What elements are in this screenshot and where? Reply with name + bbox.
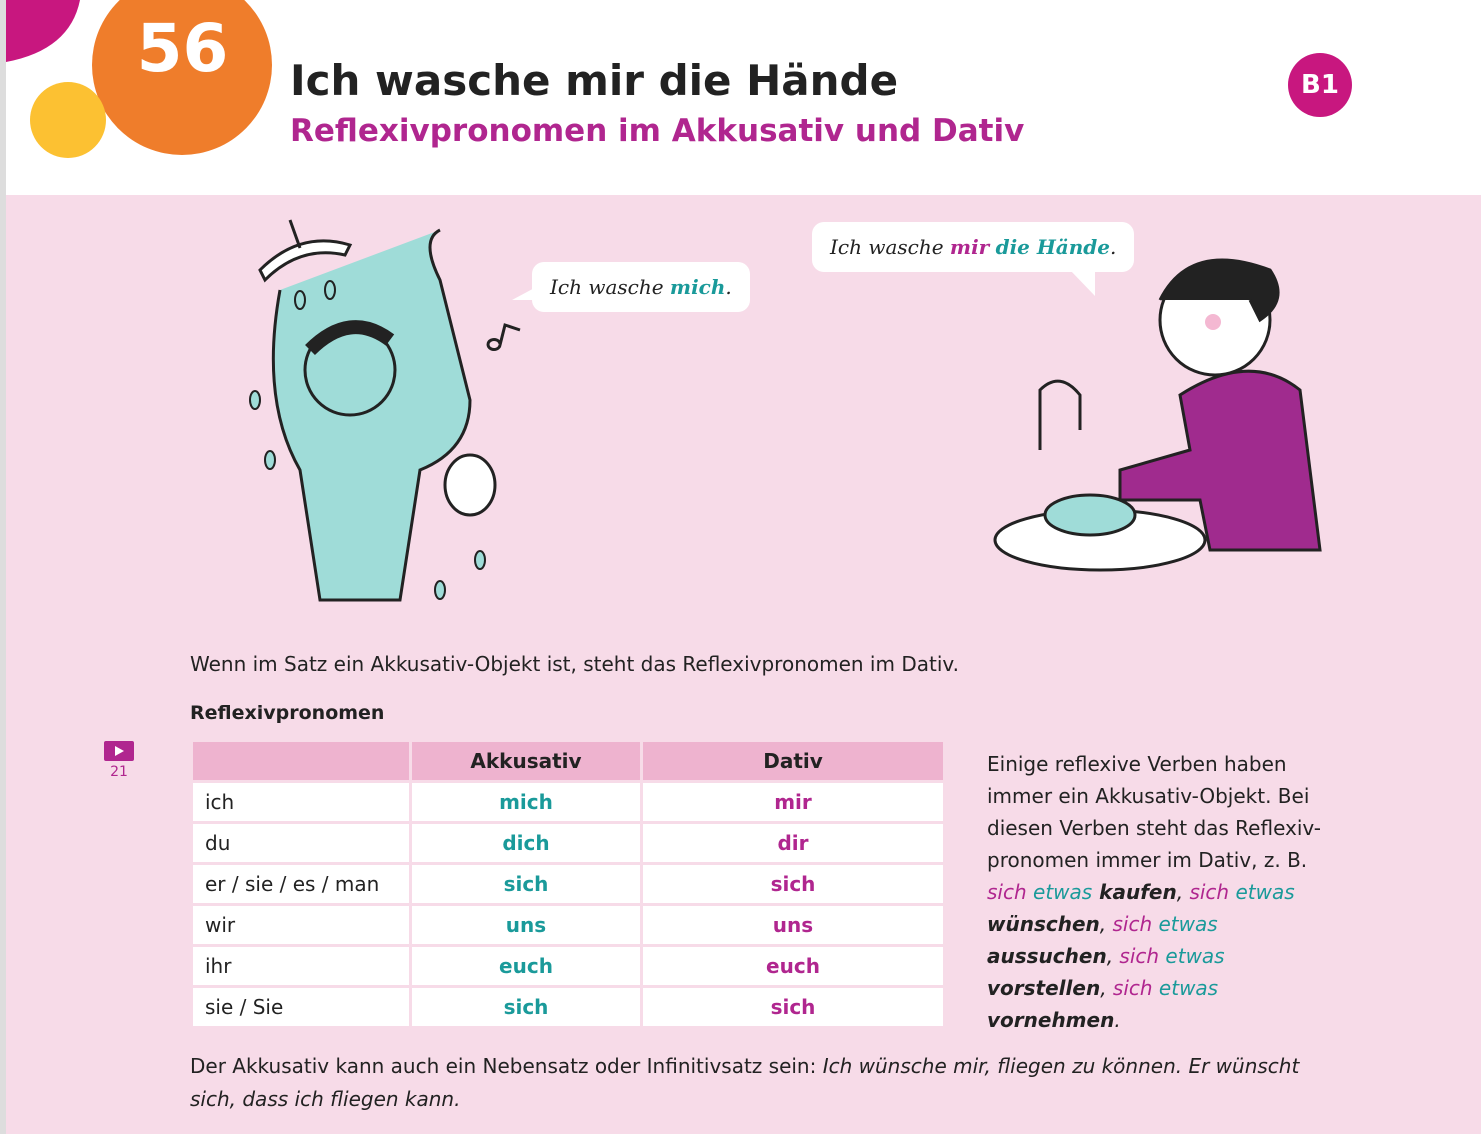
rule-text: Wenn im Satz ein Akkusativ-Objekt ist, s… (190, 652, 960, 676)
pronoun: wir (190, 903, 412, 947)
pronoun: sie / Sie (190, 985, 412, 1029)
table-row: ich mich mir (190, 780, 946, 824)
accusative: mich (409, 780, 643, 824)
text-segment: etwas (1229, 880, 1295, 904)
text-segment: wünschen (987, 880, 1302, 936)
pronoun: er / sie / es / man (190, 862, 412, 906)
text-segment: die Hände (995, 235, 1110, 259)
text-segment: , (1099, 912, 1113, 936)
text-segment: sich (1189, 880, 1230, 904)
pronoun: ihr (190, 944, 412, 988)
text-segment: aussuchen (987, 912, 1225, 968)
text-segment: Der Akkusativ kann auch ein Nebensatz od… (190, 1054, 823, 1078)
text-segment: vorstellen (987, 944, 1232, 1000)
side-note: Einige reflexive Verben haben immer ein … (987, 748, 1322, 1036)
text-segment: Einige reflexive Verben haben immer ein … (987, 752, 1321, 872)
text-segment: sich (1112, 912, 1153, 936)
accusative: dich (409, 821, 643, 865)
dative: sich (640, 862, 946, 906)
text-segment: mir (949, 235, 990, 259)
table-row: er / sie / es / man sich sich (190, 862, 946, 906)
pronoun: ich (190, 780, 412, 824)
text-segment: kaufen (1092, 880, 1177, 904)
unit-number: 56 (136, 10, 229, 87)
video-number: 21 (110, 764, 128, 780)
subtitle: Reflexivpronomen im Akkusativ und Dativ (290, 113, 1025, 149)
text-segment: . (1109, 235, 1117, 259)
text-segment: vornehmen (987, 976, 1226, 1032)
header-row: Akkusativ Dativ (190, 739, 946, 783)
text-segment: sich (987, 880, 1027, 904)
text-segment: etwas (1159, 944, 1225, 968)
text-segment: etwas (1152, 976, 1219, 1000)
empty-header (190, 739, 412, 783)
text-segment: , (1106, 944, 1120, 968)
text-segment: etwas (1026, 880, 1093, 904)
pronoun-table: Akkusativ Dativ ich mich mir du dich dir er / … (190, 739, 946, 1029)
table-row: du dich dir (190, 821, 946, 865)
table-row: wir uns uns (190, 903, 946, 947)
accusative: sich (409, 985, 643, 1029)
text-segment: mich (669, 275, 726, 299)
column-header: Dativ (640, 739, 946, 783)
text-segment: Ich wünsche mir, fliegen zu können. Er w… (190, 1054, 1306, 1111)
text-segment: . (725, 275, 732, 299)
level-badge: B1 (1288, 53, 1352, 117)
dative: mir (640, 780, 946, 824)
accusative: sich (409, 862, 643, 906)
table-row: sie / Sie sich sich (190, 985, 946, 1029)
text-segment: , (1176, 880, 1190, 904)
title: Ich wasche mir die Hände (290, 56, 899, 105)
speech-bubble: Ich wasche mir die Hände. (812, 222, 1135, 272)
speech-bubble: Ich wasche mich. (532, 262, 750, 312)
pronoun: du (190, 821, 412, 865)
accusative: uns (409, 903, 643, 947)
text-segment: Ich wasche (830, 235, 950, 259)
dative: euch (640, 944, 946, 988)
table-title: Reflexivpronomen (190, 702, 385, 724)
footer-text: Der Akkusativ kann auch ein Nebensatz od… (190, 1050, 1330, 1116)
text-segment: , (1100, 976, 1113, 1000)
table-row: ihr euch euch (190, 944, 946, 988)
column-header: Akkusativ (409, 739, 643, 783)
dative: uns (640, 903, 946, 947)
text-segment: etwas (1152, 912, 1218, 936)
accusative: euch (409, 944, 643, 988)
text-segment: sich (1119, 944, 1160, 968)
dative: sich (640, 985, 946, 1029)
dative: dir (640, 821, 946, 865)
text-segment: sich (1112, 976, 1153, 1000)
text-segment: Ich wasche (550, 275, 670, 299)
text-segment: . (1114, 1008, 1121, 1032)
